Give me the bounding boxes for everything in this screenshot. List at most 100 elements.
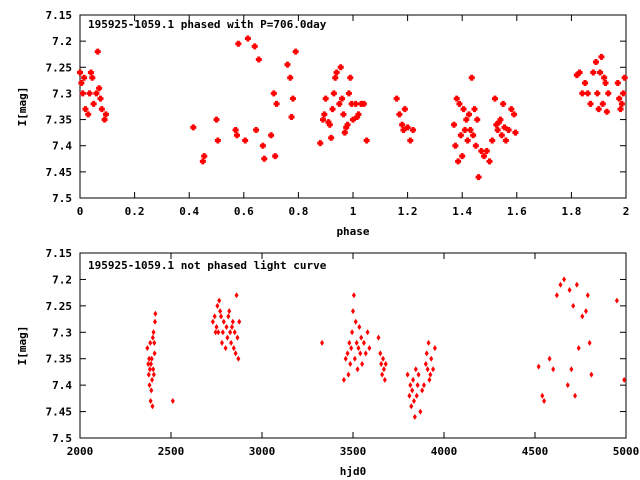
- y-tick-label: 7.25: [46, 300, 73, 313]
- data-point: [230, 318, 235, 325]
- data-point: [464, 137, 471, 144]
- data-point: [359, 334, 364, 341]
- plot-title: 195925-1059.1 not phased light curve: [88, 259, 327, 272]
- data-point: [347, 74, 354, 81]
- data-point: [357, 324, 362, 330]
- data-point: [472, 142, 479, 149]
- y-tick-label: 7.4: [52, 379, 72, 392]
- data-point: [583, 308, 588, 315]
- data-point: [81, 74, 88, 81]
- data-point: [329, 106, 336, 113]
- data-point: [396, 111, 403, 118]
- chart-panel-1: 0 0.2 0.4 0.6 0.8 1 1.2 1.4 1.6 1.8 2 7.15 7.2 7.25 7.…: [16, 9, 629, 238]
- data-point: [481, 153, 488, 160]
- data-point: [147, 366, 152, 373]
- x-tick-label: 1: [350, 205, 357, 218]
- x-tick-label: 5000: [613, 445, 640, 458]
- data-point: [356, 345, 361, 352]
- data-point: [218, 308, 223, 315]
- data-point: [407, 137, 414, 144]
- y-tick-label: 7.45: [46, 166, 73, 179]
- data-point: [456, 100, 463, 107]
- data-point: [536, 363, 541, 370]
- data-point: [601, 74, 608, 81]
- data-point: [287, 74, 294, 81]
- data-point: [614, 297, 619, 304]
- data-point: [149, 387, 154, 394]
- data-point: [463, 116, 470, 123]
- data-point: [229, 339, 234, 346]
- data-point: [598, 53, 605, 60]
- data-point: [97, 95, 104, 102]
- data-point: [343, 355, 348, 362]
- data-point: [228, 329, 233, 336]
- x-tick-label: 0: [77, 205, 84, 218]
- x-tick-label: 1.4: [452, 205, 472, 218]
- x-axis-title: phase: [336, 225, 369, 238]
- data-point: [451, 121, 458, 128]
- data-point: [401, 106, 408, 113]
- data-point: [288, 113, 295, 120]
- data-point: [590, 69, 597, 76]
- data-point: [540, 392, 545, 399]
- data-point: [565, 382, 570, 389]
- x-tick-label: 1.2: [398, 205, 418, 218]
- data-point: [253, 127, 260, 134]
- x-tick-label: 4000: [431, 445, 458, 458]
- data-point: [346, 371, 351, 378]
- data-point: [616, 95, 623, 102]
- data-point: [145, 345, 150, 352]
- data-point: [599, 100, 606, 107]
- data-point: [354, 339, 359, 346]
- data-point: [427, 376, 432, 383]
- data-point: [365, 329, 370, 336]
- data-point: [431, 366, 436, 373]
- x-tick-label: 2: [623, 205, 630, 218]
- y-tick-label: 7.45: [46, 406, 73, 419]
- data-point: [214, 324, 219, 330]
- data-point: [584, 90, 591, 97]
- data-point: [378, 350, 383, 357]
- x-tick-label: 0.8: [288, 205, 308, 218]
- data-point: [576, 69, 583, 76]
- data-point: [77, 69, 83, 76]
- data-point: [423, 361, 428, 367]
- data-point: [152, 339, 157, 346]
- data-point: [383, 361, 388, 367]
- data-point: [289, 95, 296, 102]
- data-point: [214, 137, 221, 144]
- data-point: [212, 313, 217, 320]
- data-point: [221, 318, 226, 325]
- data-point: [618, 100, 625, 107]
- data-point: [569, 366, 574, 373]
- data-point: [352, 355, 357, 362]
- data-point: [576, 345, 581, 352]
- data-point: [471, 106, 478, 113]
- data-point: [605, 90, 612, 97]
- data-point: [498, 132, 505, 139]
- data-point: [337, 64, 344, 71]
- data-point: [90, 100, 97, 107]
- data-point: [621, 74, 628, 81]
- data-point: [148, 398, 153, 404]
- data-point: [380, 371, 385, 378]
- data-point: [225, 334, 230, 341]
- data-point: [355, 111, 362, 118]
- data-point: [382, 376, 387, 383]
- data-point: [512, 129, 519, 136]
- data-point: [355, 366, 360, 373]
- data-point: [341, 129, 348, 136]
- data-point: [467, 127, 474, 134]
- data-point: [399, 121, 406, 128]
- data-point: [227, 308, 232, 315]
- data-point: [486, 158, 493, 165]
- data-point: [352, 100, 359, 107]
- y-tick-label: 7.5: [52, 432, 72, 445]
- data-point: [330, 90, 337, 97]
- data-point: [475, 174, 482, 181]
- data-point: [574, 281, 579, 288]
- data-point: [491, 95, 498, 102]
- data-point: [411, 398, 416, 404]
